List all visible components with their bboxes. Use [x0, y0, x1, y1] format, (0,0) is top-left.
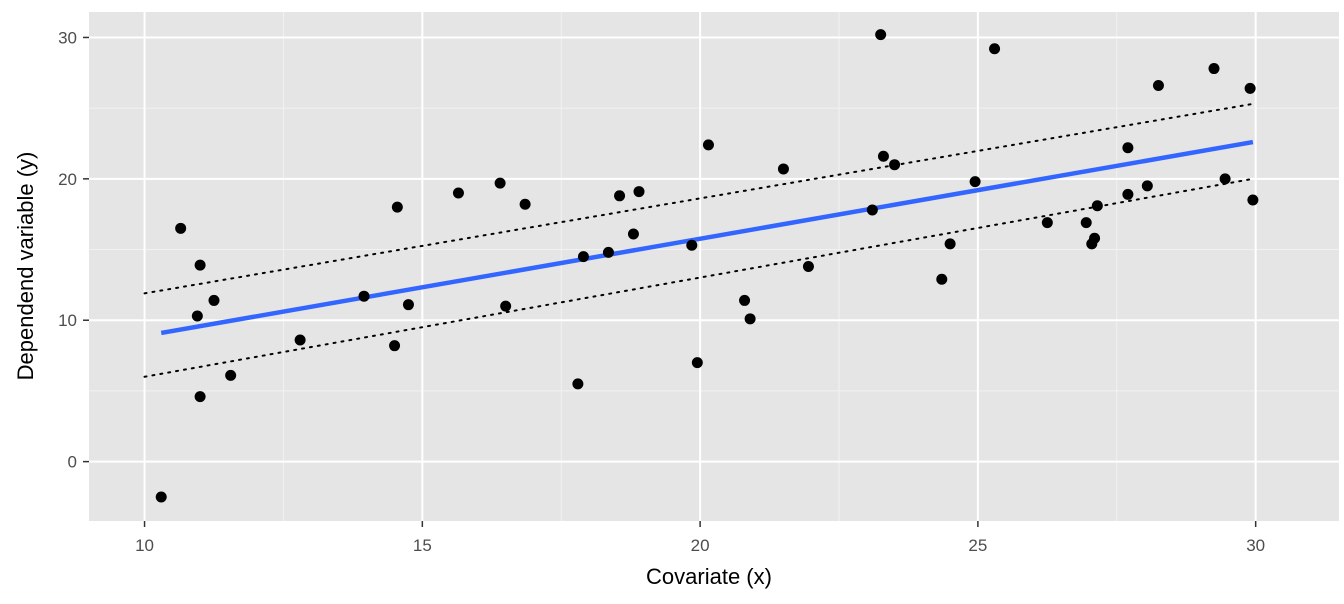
data-point [389, 340, 401, 352]
data-point [1244, 82, 1256, 94]
x-axis-title: Covariate (x) [646, 564, 772, 589]
data-point [889, 159, 901, 171]
y-tick-label: 20 [58, 170, 77, 189]
data-point [1141, 180, 1153, 192]
plot-panel [89, 12, 1339, 521]
data-point [944, 238, 956, 250]
data-point [358, 290, 370, 302]
data-point [691, 357, 703, 369]
data-point [866, 204, 878, 216]
data-point [739, 294, 751, 306]
x-tick-label: 15 [413, 536, 432, 555]
data-point [191, 310, 203, 322]
x-tick-labels: 10 15 20 25 30 [135, 536, 1265, 555]
data-point [602, 246, 614, 258]
data-point [614, 190, 626, 202]
data-point [225, 369, 237, 381]
data-point [175, 222, 187, 234]
y-axis-title: Dependend variable (y) [13, 152, 38, 381]
data-point [777, 163, 789, 175]
data-point [1122, 142, 1134, 154]
data-point [208, 294, 220, 306]
y-tick-label: 10 [58, 311, 77, 330]
data-point [989, 43, 1001, 55]
y-tick-label: 30 [58, 28, 77, 47]
major-gridlines [89, 12, 1339, 521]
minor-gridlines [89, 12, 1339, 521]
data-point [519, 198, 531, 210]
data-point [877, 150, 889, 162]
data-point [1089, 232, 1101, 244]
data-point [391, 201, 403, 213]
fit-line [160, 139, 1254, 336]
x-tick-label: 25 [968, 536, 987, 555]
data-point [494, 177, 506, 189]
data-point [572, 378, 584, 390]
fit-line-group [160, 139, 1254, 336]
data-point [802, 261, 814, 272]
data-point [1091, 200, 1103, 212]
data-point [500, 300, 512, 312]
data-point [155, 491, 167, 503]
data-point [194, 259, 206, 271]
data-point [744, 313, 756, 325]
upper-band-line [143, 102, 1254, 295]
x-tick-label: 30 [1246, 536, 1265, 555]
data-point [702, 139, 714, 151]
data-points [155, 29, 1259, 503]
data-point [633, 186, 645, 198]
data-point [1208, 63, 1220, 75]
data-point [294, 334, 306, 346]
data-point [1219, 173, 1231, 185]
axis-ticks [83, 36, 1257, 527]
data-point [1041, 217, 1053, 229]
lower-band-line [143, 177, 1254, 378]
data-point [1080, 217, 1092, 229]
data-point [194, 391, 206, 403]
data-point [452, 187, 464, 199]
x-tick-label: 10 [135, 536, 154, 555]
y-tick-label: 0 [68, 453, 77, 472]
data-point [402, 299, 414, 311]
data-point [1247, 194, 1259, 206]
confidence-bands [143, 102, 1254, 378]
y-tick-labels: 0 10 20 30 [58, 28, 77, 471]
data-point [969, 176, 981, 188]
data-point [936, 273, 948, 285]
data-point [1152, 80, 1164, 92]
data-point [1122, 188, 1134, 200]
data-point [875, 29, 887, 41]
data-point [686, 239, 698, 251]
data-point [627, 228, 639, 240]
data-point [577, 251, 589, 263]
x-tick-label: 20 [691, 536, 710, 555]
